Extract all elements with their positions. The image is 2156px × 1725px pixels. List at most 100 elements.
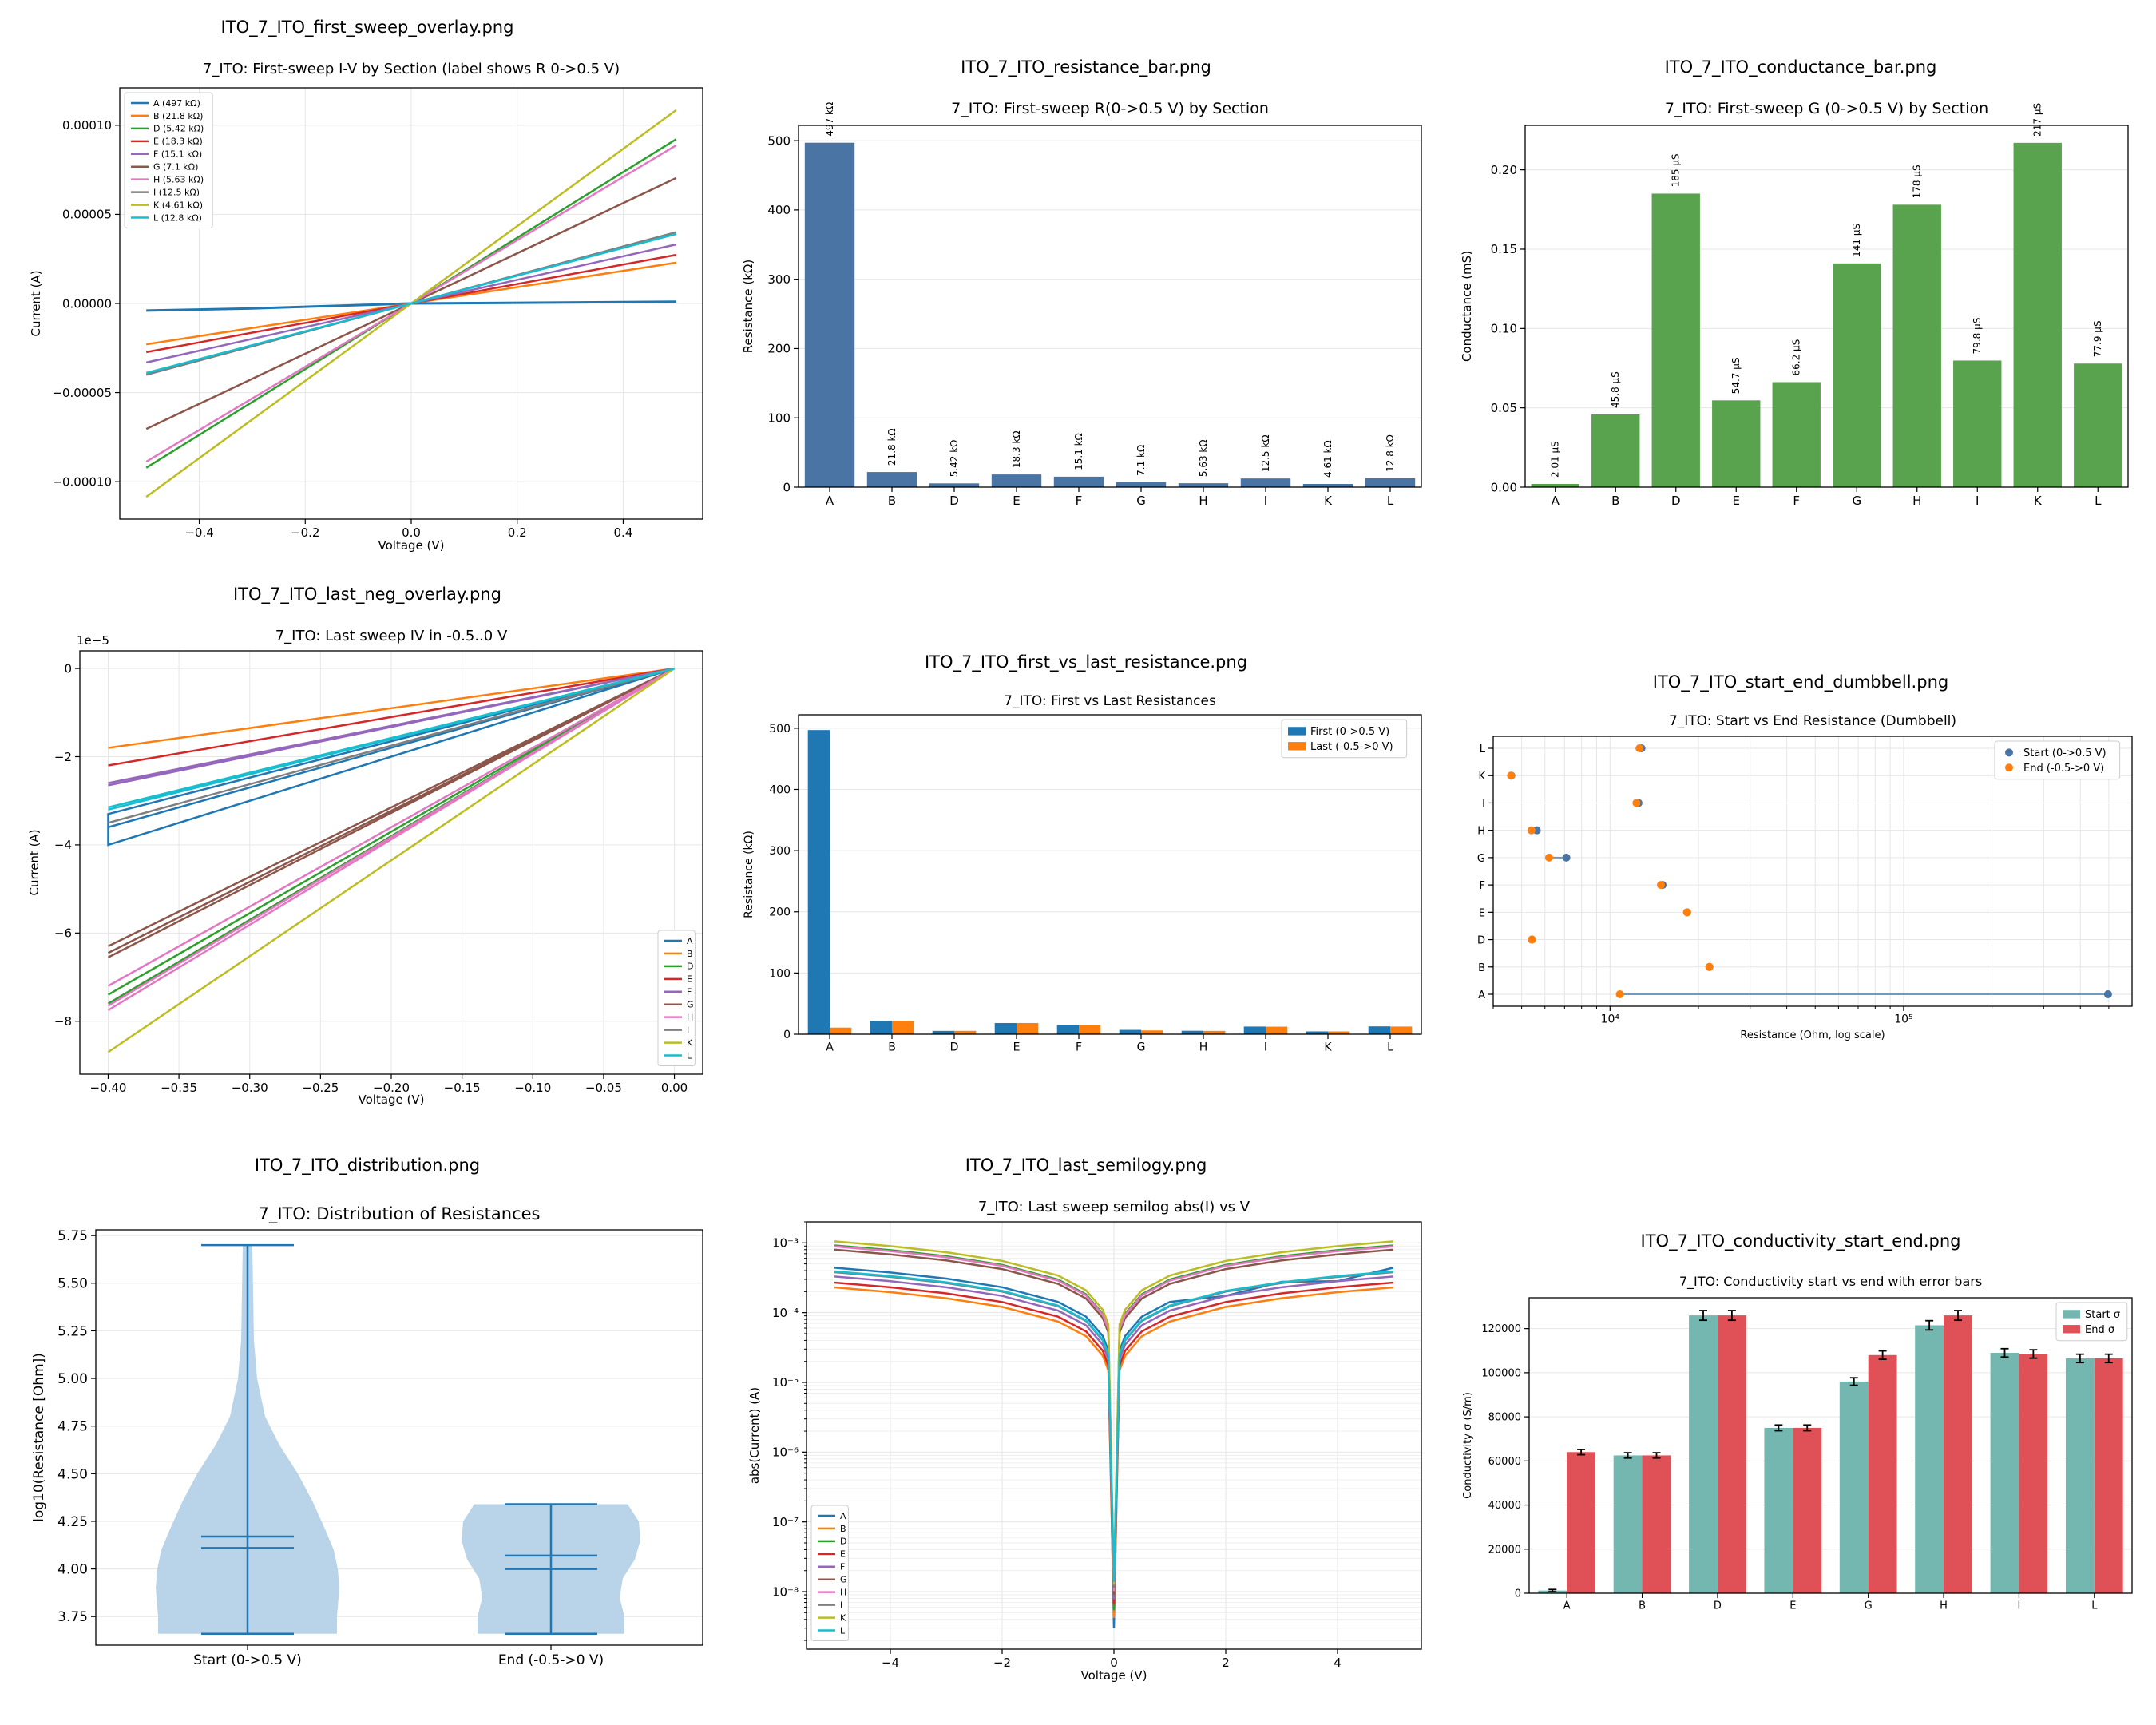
y-axis-label: Conductance (mS) [1460,251,1474,362]
panel-resistance-bar: ITO_7_ITO_resistance_bar.png 7_ITO: Firs… [735,48,1437,543]
x-tick-label: I [1976,494,1979,508]
y-tick-label: 4.50 [57,1466,88,1482]
data-label: 5.42 kΩ [949,440,960,478]
bar [1833,263,1881,487]
y-tick-label: D [1477,935,1485,947]
bar [954,1030,977,1034]
y-tick-label: 200 [769,906,791,919]
x-tick-label: 10⁴ [1601,1013,1620,1026]
bar [2074,363,2122,487]
x-tick-label: L [1387,494,1394,508]
data-label: 21.8 kΩ [886,428,898,466]
legend-label: L [687,1050,692,1061]
x-tick-label: L [2091,1600,2098,1612]
legend-label: E (18.3 kΩ) [153,137,203,147]
chart-title: 7_ITO: First-sweep I-V by Section (label… [203,61,620,77]
legend-label: Start (0->0.5 V) [2023,748,2106,759]
y-tick-label: 4.00 [57,1562,88,1578]
y-tick-label: 400 [769,783,791,796]
y-tick-label: 100 [767,410,791,425]
bar [2094,1358,2123,1593]
y-tick-label: 120000 [1481,1323,1521,1335]
x-tick-label: B [1611,494,1619,508]
legend-label: I [687,1025,689,1035]
axes-frame [1492,736,2133,1007]
x-tick-label: −0.4 [184,525,213,540]
bar [804,142,855,487]
chart-first-vs-last-resistance: 7_ITO: First vs Last Resistances 0 100 200 3… [743,693,1422,1054]
x-tick-label: H [1199,1041,1208,1054]
legend-label: G (7.1 kΩ) [153,162,198,172]
y-tick-label: 0 [783,1029,791,1041]
bar [991,474,1042,487]
bar [1390,1026,1413,1034]
series-line [108,667,675,787]
x-tick-label: G [1137,1041,1146,1054]
bar [1651,193,1700,487]
bar [1017,1022,1039,1034]
x-tick-label: I [2018,1600,2021,1612]
x-tick-label: A [1552,494,1560,508]
bar [1266,1026,1288,1034]
chart-distribution: 7_ITO: Distribution of Resistances 3.75 4.… [31,1204,703,1668]
legend-label: K [687,1037,693,1048]
legend-box [1994,740,2121,780]
chart-title: 7_ITO: Distribution of Resistances [258,1204,540,1224]
bar [1793,1427,1822,1593]
x-axis-label: Resistance (Ohm, log scale) [1740,1029,1885,1041]
y-tick-label: 0.10 [1491,322,1517,336]
series-line [145,232,677,375]
y-axis-label: Current (A) [27,829,42,895]
data-label: 4.61 kΩ [1322,440,1334,478]
bar [1892,204,1941,487]
data-label: 7.1 kΩ [1135,445,1147,476]
y-tick-label: 300 [769,845,791,858]
x-tick-label: 0.00 [661,1081,688,1095]
x-tick-label: E [1733,494,1740,508]
bar [1915,1325,1944,1593]
x-tick-label: H [1940,1600,1948,1612]
y-tick-label: −6 [54,926,72,941]
legend-box [810,1505,849,1641]
bar [870,1021,892,1034]
x-tick-label: G [1136,494,1146,508]
x-tick-label: F [1076,494,1083,508]
x-tick-label: K [2034,494,2043,508]
legend-label: L [840,1625,846,1636]
panel-first-vs-last-resistance: ITO_7_ITO_first_vs_last_resistance.png 7… [735,643,1437,1066]
panel-last-neg-overlay: ITO_7_ITO_last_neg_overlay.png 7_ITO: La… [16,575,719,1126]
y-axis-label: abs(Current) (A) [747,1387,762,1484]
panel-conductivity-start-end: ITO_7_ITO_conductivity_start_end.png 7_I… [1453,1222,2148,1637]
x-tick-label: D [950,1041,959,1054]
y-tick-label: 400 [767,203,791,217]
chart-conductivity-start-end: 7_ITO: Conductivity start vs end with er… [1462,1274,2133,1612]
panel-start-end-dumbbell: ITO_7_ITO_start_end_dumbbell.png 7_ITO: … [1453,663,2148,1046]
series-line [834,1286,1394,1618]
legend-label: End (-0.5->0 V) [2023,763,2104,775]
series-line [834,1245,1394,1592]
series-line [834,1281,1394,1604]
bar [807,730,830,1034]
y-tick-label: 10⁻⁸ [772,1584,799,1599]
panel-distribution: ITO_7_ITO_distribution.png 7_ITO: Distri… [16,1146,719,1697]
data-label: 54.7 µS [1730,358,1742,395]
end-point [1705,962,1714,971]
x-tick-label: H [1199,494,1207,508]
x-axis-label: Voltage (V) [378,538,445,553]
data-label: 2.01 µS [1550,441,1561,478]
axes-frame [1524,125,2129,488]
legend-label: I [840,1600,842,1610]
y-tick-label: 0 [1515,1588,1521,1600]
legend-label: G [840,1575,847,1585]
bar [1531,484,1579,487]
chart-title: 7_ITO: First-sweep G (0->0.5 V) by Secti… [1665,100,1988,117]
data-label: 15.1 kΩ [1073,433,1084,470]
y-tick-label: 500 [769,723,791,736]
y-tick-label: 3.75 [57,1609,88,1625]
bar [929,483,980,487]
y-tick-label: 100 [769,967,791,980]
chart-last-semilogy: 7_ITO: Last sweep semilog abs(I) vs V 10⁻… [747,1199,1422,1683]
chart-conductance-bar: 7_ITO: First-sweep G (0->0.5 V) by Secti… [1460,100,2129,508]
bar [2019,1354,2048,1593]
panel-filename: ITO_7_ITO_start_end_dumbbell.png [1652,672,1949,692]
